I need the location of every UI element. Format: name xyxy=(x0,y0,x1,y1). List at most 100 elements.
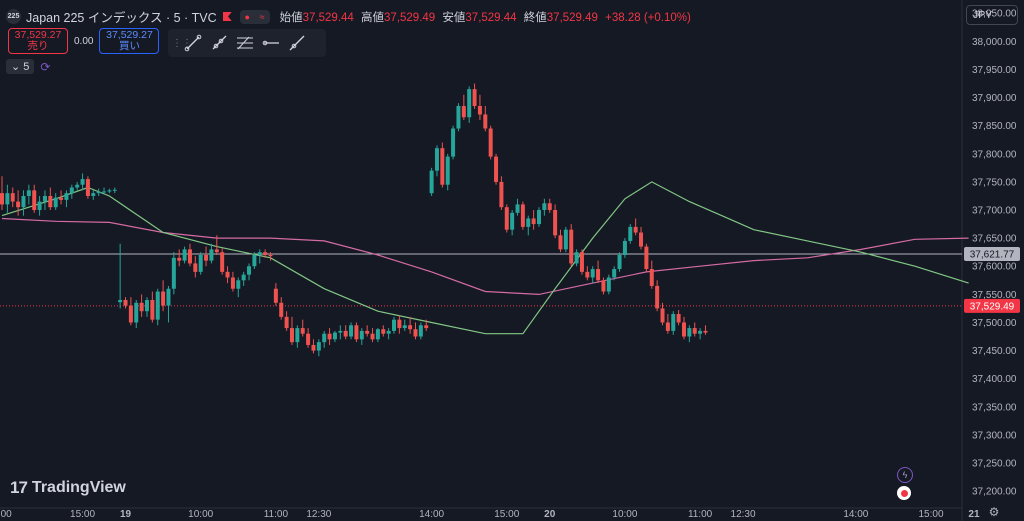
trade-panel: 37,529.27 売り 0.00 37,529.27 買い xyxy=(8,28,160,54)
candle-body xyxy=(671,314,676,331)
candle-body xyxy=(193,263,198,272)
logo-text: TradingView xyxy=(31,479,126,496)
candle-body xyxy=(563,229,568,250)
candle-body xyxy=(515,204,520,213)
candle-body xyxy=(397,319,402,329)
tradingview-logo[interactable]: 17 TradingView xyxy=(10,478,126,498)
candle-body xyxy=(639,232,644,247)
candle-body xyxy=(198,255,203,272)
candle-body xyxy=(558,235,563,250)
candle-body xyxy=(306,333,311,345)
drag-handle-icon[interactable]: ⋮⋮ xyxy=(172,37,192,49)
lightning-icon[interactable]: ϟ xyxy=(897,467,913,483)
indicator-icon[interactable]: ⟳ xyxy=(40,59,51,74)
extended-line-icon[interactable] xyxy=(284,32,310,54)
candle-body xyxy=(166,288,171,306)
high-value: 37,529.49 xyxy=(384,11,436,24)
candle-body xyxy=(64,193,69,200)
candle-body xyxy=(123,299,128,306)
candle-body xyxy=(204,255,209,261)
candle-body xyxy=(477,106,482,115)
symbol-icon: 225 xyxy=(6,9,21,24)
x-tick-label: 15:00 xyxy=(918,509,943,520)
candle-body xyxy=(187,249,192,264)
candle-body xyxy=(633,226,638,233)
candle-body xyxy=(139,302,144,312)
x-tick-label: 10:00 xyxy=(188,509,213,520)
symbol-title[interactable]: Japan 225 インデックス · 5 · TVC xyxy=(26,11,217,25)
candle-body xyxy=(408,325,413,330)
candle-body xyxy=(375,329,380,340)
y-tick-label: 37,650.00 xyxy=(972,234,1017,245)
candle-body xyxy=(461,106,466,118)
y-tick-label: 37,200.00 xyxy=(972,487,1017,498)
candle-body xyxy=(171,257,176,289)
record-icon[interactable] xyxy=(897,486,911,500)
interval-selector[interactable]: ⌄ 5 xyxy=(6,59,35,74)
interval-row: ⌄ 5 ⟳ xyxy=(6,59,50,74)
candle-body xyxy=(349,325,354,337)
candle-body xyxy=(574,252,579,264)
candle-body xyxy=(107,190,112,192)
horizontal-ray-icon[interactable] xyxy=(258,32,284,54)
candle-body xyxy=(150,299,155,320)
candle-body xyxy=(96,192,101,194)
y-tick-label: 38,000.00 xyxy=(972,37,1017,48)
low-value: 37,529.44 xyxy=(465,11,517,24)
y-tick-label: 37,700.00 xyxy=(972,206,1017,217)
candle-body xyxy=(402,325,407,329)
candle-body xyxy=(236,280,241,289)
candle-body xyxy=(69,187,74,194)
candle-body xyxy=(703,330,708,333)
candle-body xyxy=(42,195,47,202)
y-tick-label: 37,800.00 xyxy=(972,149,1017,160)
ray-icon[interactable] xyxy=(206,32,232,54)
candle-body xyxy=(263,252,268,255)
candle-body xyxy=(386,330,391,334)
x-tick-label: 15:00 xyxy=(494,509,519,520)
candle-body xyxy=(322,333,327,343)
circle-icon[interactable]: ● xyxy=(239,9,255,24)
candle-body xyxy=(467,89,472,118)
buy-button[interactable]: 37,529.27 買い xyxy=(99,28,160,54)
compare-toggle[interactable]: ● ≈ xyxy=(239,9,270,24)
candle-body xyxy=(354,325,359,340)
x-tick-label: 14:00 xyxy=(419,509,444,520)
settings-gear-icon[interactable]: ⚙ xyxy=(988,505,1000,519)
candle-body xyxy=(268,255,273,257)
wave-icon[interactable]: ≈ xyxy=(254,9,270,24)
high-label: 高値 xyxy=(361,11,385,24)
y-tick-label: 37,350.00 xyxy=(972,402,1017,413)
candle-body xyxy=(247,266,252,275)
candle-body xyxy=(225,271,230,278)
trend-line-icon[interactable] xyxy=(180,32,206,54)
sell-price: 37,529.27 xyxy=(14,29,62,41)
candle-body xyxy=(655,285,660,309)
candle-body xyxy=(585,271,590,278)
sell-button[interactable]: 37,529.27 売り xyxy=(8,28,68,54)
open-value: 37,529.44 xyxy=(302,11,354,24)
fib-retracement-icon[interactable] xyxy=(232,32,258,54)
drawing-toolbar: ⋮⋮ xyxy=(168,29,326,57)
x-tick-label: 19 xyxy=(120,509,132,520)
flag-icon[interactable] xyxy=(222,12,232,21)
y-tick-label: 37,600.00 xyxy=(972,262,1017,273)
candle-body xyxy=(112,189,117,191)
y-tick-label: 37,450.00 xyxy=(972,346,1017,357)
y-tick-label: 37,250.00 xyxy=(972,459,1017,470)
tv-logo-icon: 17 xyxy=(10,478,28,497)
candle-body xyxy=(316,342,321,351)
candle-body xyxy=(75,184,80,188)
candle-body xyxy=(128,305,133,323)
candle-body xyxy=(279,302,284,317)
candle-body xyxy=(332,332,337,340)
candle-body xyxy=(53,197,58,208)
candle-body xyxy=(606,277,611,292)
candle-body xyxy=(698,330,703,334)
currency-selector[interactable]: JPY xyxy=(966,5,1018,25)
candle-body xyxy=(257,252,262,255)
candle-body xyxy=(440,148,445,185)
candle-body xyxy=(0,193,4,205)
candle-body xyxy=(289,328,294,343)
